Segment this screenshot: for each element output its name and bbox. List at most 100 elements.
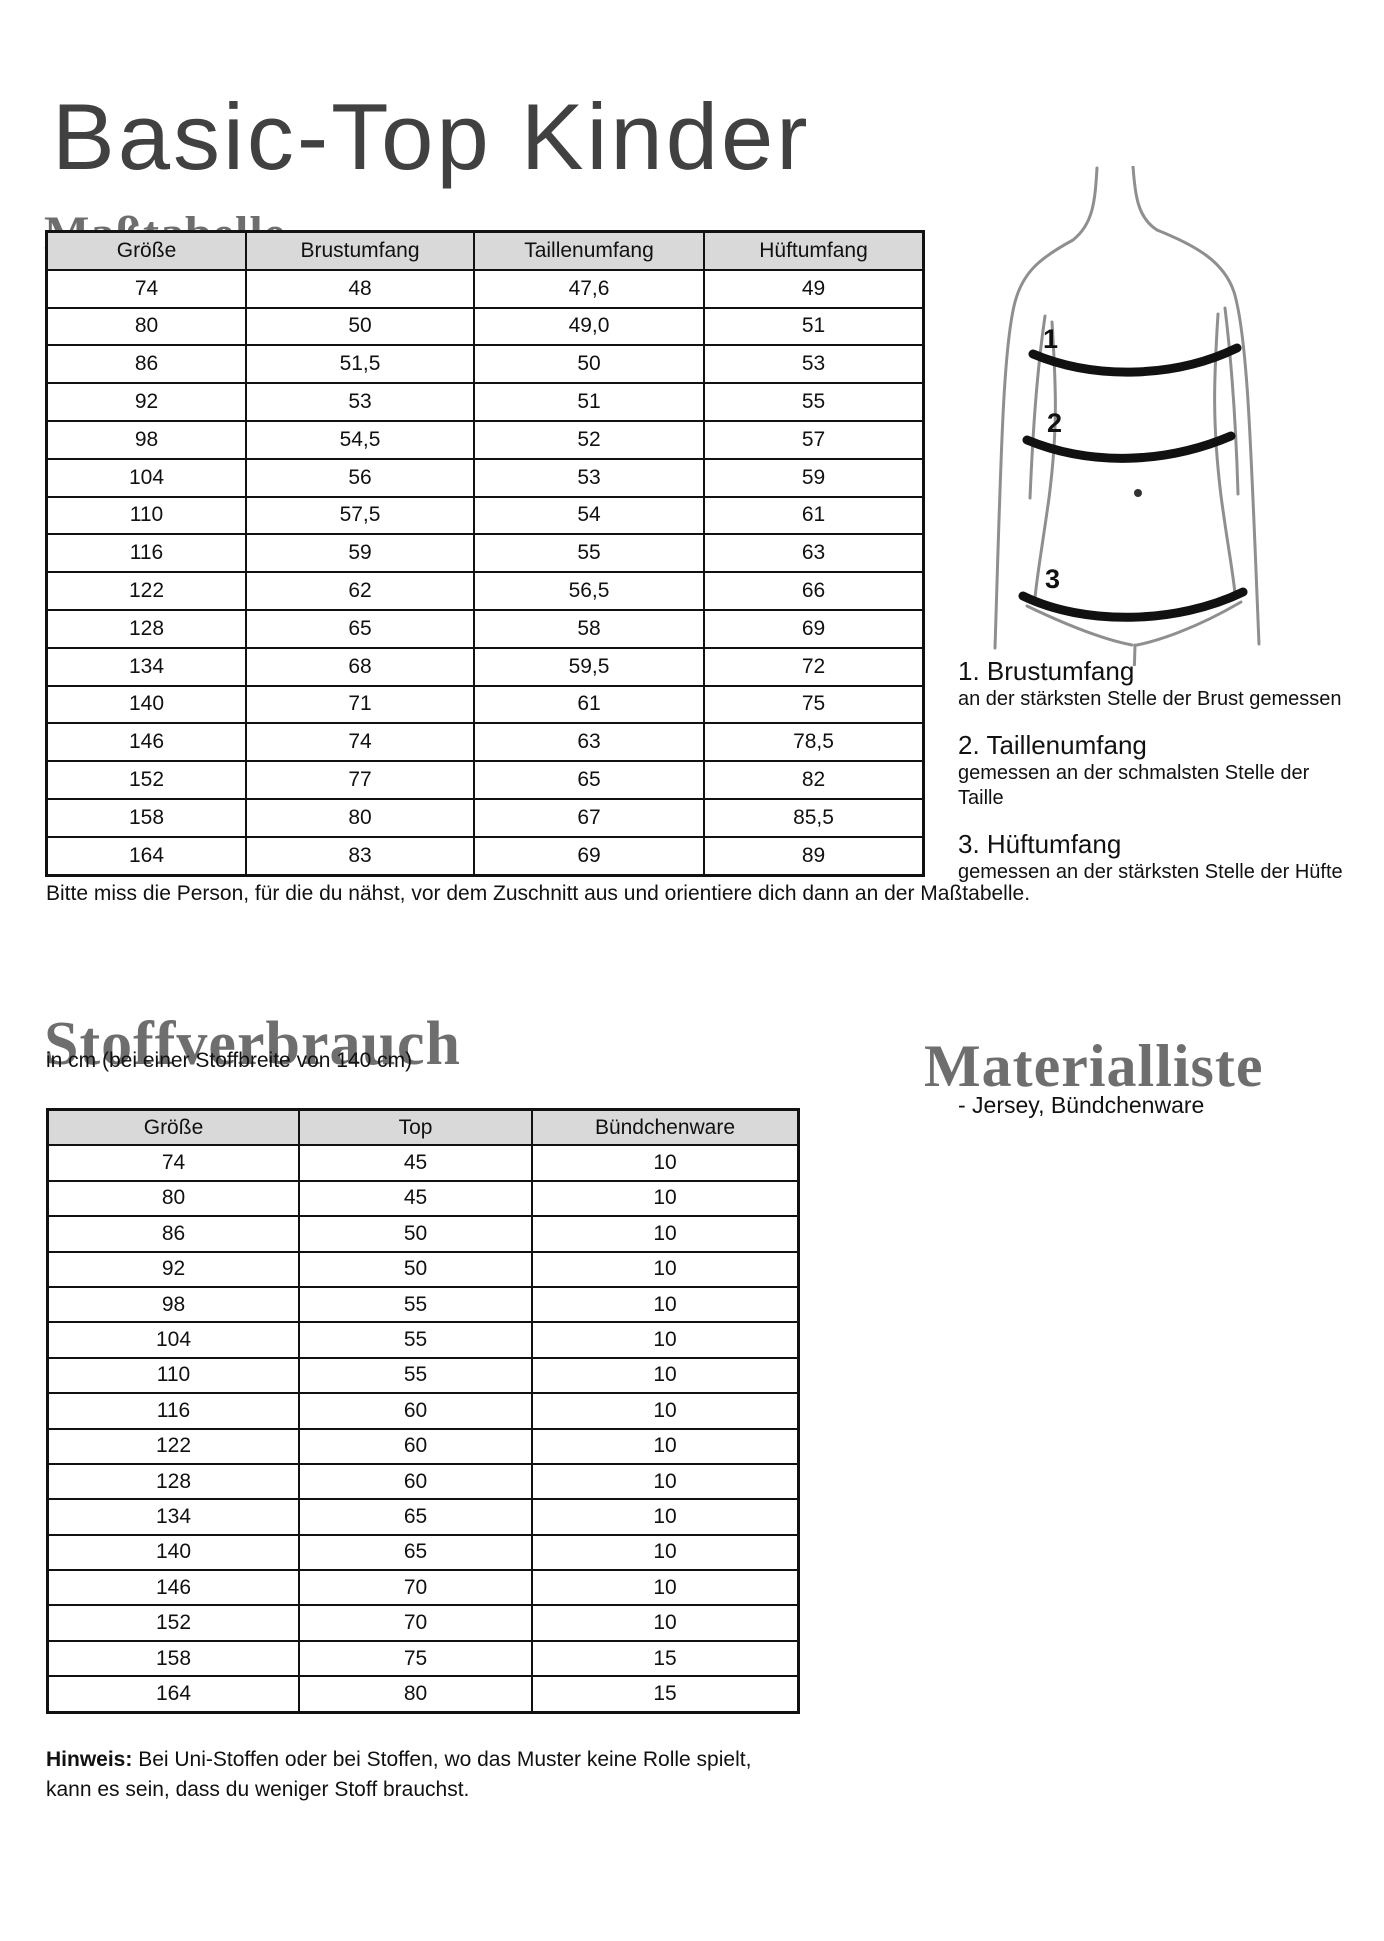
table-cell: 49 xyxy=(703,268,925,309)
table-cell: 45 xyxy=(298,1179,533,1218)
table-cell: 50 xyxy=(245,306,475,347)
table-row: 140 71 61 75 xyxy=(45,684,925,725)
table-cell: 122 xyxy=(45,571,247,611)
table-cell: 10 xyxy=(531,1179,800,1218)
table-row: 164 83 69 89 xyxy=(45,835,925,877)
table-cell: 10 xyxy=(531,1604,800,1642)
table-cell: 164 xyxy=(45,835,247,877)
table-cell: 65 xyxy=(473,760,705,800)
table-cell: 66 xyxy=(703,571,925,611)
header-row: Größe Top Bündchenware xyxy=(46,1108,800,1147)
legend-desc: gemessen an der schmalsten Stelle der Ta… xyxy=(958,762,1310,809)
table-cell: 74 xyxy=(45,268,247,309)
table-row: 92 50 10 xyxy=(46,1250,800,1288)
stoffverbrauch-subtitle: in cm (bei einer Stoffbreite von 140 cm) xyxy=(46,1049,413,1072)
table-cell: 53 xyxy=(245,382,475,422)
table-cell: 51 xyxy=(703,306,925,347)
table-cell: 50 xyxy=(298,1215,533,1253)
table-cell: 110 xyxy=(45,495,247,536)
legend-item-taillenumfang: 2. Taillenumfang gemessen an der schmals… xyxy=(958,729,1358,811)
page-title: Basic-Top Kinder xyxy=(52,83,811,189)
table-cell: 65 xyxy=(298,1533,533,1572)
table-cell: 10 xyxy=(531,1569,800,1607)
legend-title: 2. Taillenumfang xyxy=(958,730,1147,760)
table-cell: 59 xyxy=(245,533,475,574)
legend-desc: gemessen an der stärksten Stelle der Hüf… xyxy=(958,861,1343,883)
table-cell: 104 xyxy=(46,1321,300,1359)
table-cell: 74 xyxy=(46,1144,300,1182)
table-row: 110 55 10 xyxy=(46,1356,800,1395)
table-cell: 110 xyxy=(46,1356,300,1395)
table-cell: 158 xyxy=(46,1639,300,1678)
table-cell: 54,5 xyxy=(245,419,475,460)
table-cell: 48 xyxy=(245,268,475,309)
table-cell: 152 xyxy=(46,1604,300,1642)
body-measurement-figure: 1 2 3 xyxy=(985,164,1285,682)
table-cell: 10 xyxy=(531,1427,800,1465)
table-cell: 15 xyxy=(531,1639,800,1678)
table-cell: 80 xyxy=(45,306,247,347)
table-cell: 57,5 xyxy=(245,495,475,536)
table-cell: 70 xyxy=(298,1604,533,1642)
table-cell: 10 xyxy=(531,1462,800,1501)
table-row: 146 74 63 78,5 xyxy=(45,722,925,763)
table-cell: 53 xyxy=(703,344,925,385)
table-cell: 55 xyxy=(298,1356,533,1395)
figure-label-1: 1 xyxy=(1043,324,1058,354)
table-cell: 92 xyxy=(45,382,247,422)
table-cell: 55 xyxy=(298,1321,533,1359)
table-cell: 80 xyxy=(245,797,475,838)
table-cell: 10 xyxy=(531,1392,800,1430)
table-cell: 78,5 xyxy=(703,722,925,763)
table-cell: 71 xyxy=(245,684,475,725)
figure-chest-band xyxy=(1028,343,1242,377)
table-cell: 60 xyxy=(298,1392,533,1430)
table-cell: 10 xyxy=(531,1285,800,1324)
table-cell: 140 xyxy=(46,1533,300,1572)
figure-label-2: 2 xyxy=(1047,408,1062,438)
table-cell: 69 xyxy=(703,608,925,649)
table-cell: 98 xyxy=(45,419,247,460)
measuring-note: Bitte miss die Person, für die du nähst,… xyxy=(46,882,1031,905)
table-cell: 86 xyxy=(46,1215,300,1253)
table-cell: 69 xyxy=(473,835,705,877)
table-row: 110 57,5 54 61 xyxy=(45,495,925,536)
table-cell: 74 xyxy=(245,722,475,763)
table-cell: 75 xyxy=(298,1639,533,1678)
figure-navel-dot xyxy=(1134,489,1142,497)
table-cell: 63 xyxy=(703,533,925,574)
legend-title: 3. Hüftumfang xyxy=(958,829,1122,859)
table-cell: 51,5 xyxy=(245,344,475,385)
table-row: 152 77 65 82 xyxy=(45,760,925,800)
legend-item-brustumfang: 1. Brustumfang an der stärksten Stelle d… xyxy=(958,655,1358,712)
table-cell: 67 xyxy=(473,797,705,838)
table-cell: 45 xyxy=(298,1144,533,1182)
table-row: 128 60 10 xyxy=(46,1462,800,1501)
table-row: 80 50 49,0 51 xyxy=(45,306,925,347)
figure-arm-left xyxy=(993,238,1075,650)
table-cell: 70 xyxy=(298,1569,533,1607)
table-row: 92 53 51 55 xyxy=(45,382,925,422)
table-cell: 146 xyxy=(46,1569,300,1607)
table-cell: 55 xyxy=(703,382,925,422)
fabric-hint-text: Bei Uni-Stoffen oder bei Stoffen, wo das… xyxy=(46,1748,752,1801)
table-row: 140 65 10 xyxy=(46,1533,800,1572)
table-cell: 59 xyxy=(703,457,925,498)
figure-neck-right xyxy=(1131,164,1159,232)
table-cell: 50 xyxy=(298,1250,533,1288)
table-cell: 128 xyxy=(46,1462,300,1501)
table-cell: 104 xyxy=(45,457,247,498)
table-cell: 58 xyxy=(473,608,705,649)
table-row: 98 54,5 52 57 xyxy=(45,419,925,460)
column-header: Hüftumfang xyxy=(703,230,925,271)
table-row: 116 59 55 63 xyxy=(45,533,925,574)
table-cell: 72 xyxy=(703,646,925,687)
table-cell: 86 xyxy=(45,344,247,385)
table-cell: 152 xyxy=(45,760,247,800)
table-row: 128 65 58 69 xyxy=(45,608,925,649)
table-cell: 65 xyxy=(298,1498,533,1536)
table-cell: 56 xyxy=(245,457,475,498)
legend-item-hueftumfang: 3. Hüftumfang gemessen an der stärksten … xyxy=(958,828,1358,885)
table-cell: 80 xyxy=(46,1179,300,1218)
table-cell: 50 xyxy=(473,344,705,385)
